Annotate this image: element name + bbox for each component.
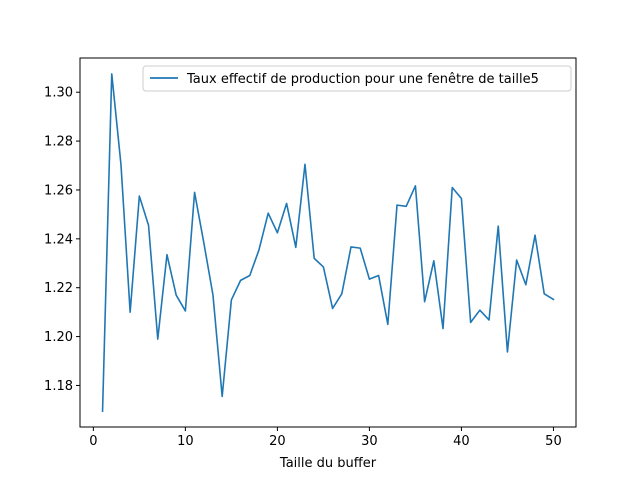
y-tick-label: 1.28 (44, 135, 73, 150)
legend-box (142, 65, 572, 92)
legend-label: Taux effectif de production pour une fen… (186, 72, 539, 87)
x-tick-label: 20 (269, 434, 286, 449)
y-tick-label: 1.18 (44, 379, 73, 394)
y-tick-label: 1.22 (44, 281, 73, 296)
x-tick-label: 10 (177, 434, 194, 449)
axes: 0 10 20 30 40 50 1.18 1.20 1.22 1.24 1.26 1.28 1.30 (44, 57, 577, 449)
x-axis-label: Taille du buffer (279, 456, 377, 471)
y-tick-label: 1.30 (44, 86, 73, 101)
x-tick-label: 30 (361, 434, 378, 449)
y-tick-label: 1.24 (44, 232, 73, 247)
x-tick-label: 40 (453, 434, 470, 449)
legend: Taux effectif de production pour une fen… (142, 65, 572, 92)
series-line-0 (101, 73, 555, 412)
x-tick-label: 50 (545, 434, 562, 449)
y-tick-label: 1.26 (44, 183, 73, 198)
axes-frame (79, 57, 577, 428)
y-tick-label: 1.20 (44, 330, 73, 345)
plot-area (101, 73, 555, 412)
x-tick-label: 0 (89, 434, 97, 449)
